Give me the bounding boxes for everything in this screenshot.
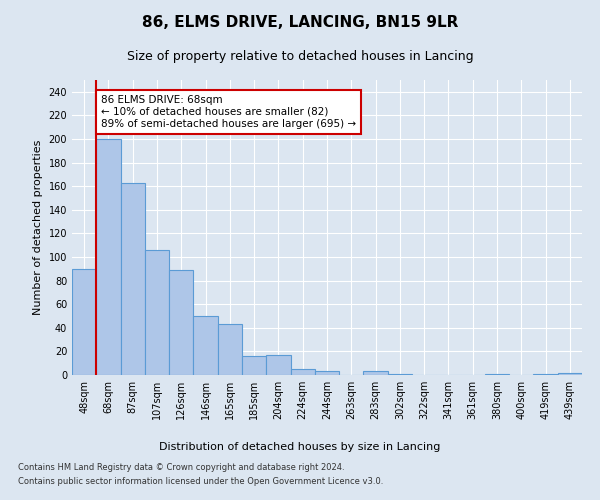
- Text: Size of property relative to detached houses in Lancing: Size of property relative to detached ho…: [127, 50, 473, 63]
- Text: Distribution of detached houses by size in Lancing: Distribution of detached houses by size …: [160, 442, 440, 452]
- Bar: [315, 372, 339, 375]
- Bar: [533, 374, 558, 375]
- Bar: [290, 369, 315, 375]
- Y-axis label: Number of detached properties: Number of detached properties: [33, 140, 43, 315]
- Bar: [218, 324, 242, 375]
- Bar: [242, 356, 266, 375]
- Bar: [121, 182, 145, 375]
- Bar: [193, 316, 218, 375]
- Bar: [169, 270, 193, 375]
- Bar: [266, 355, 290, 375]
- Text: 86 ELMS DRIVE: 68sqm
← 10% of detached houses are smaller (82)
89% of semi-detac: 86 ELMS DRIVE: 68sqm ← 10% of detached h…: [101, 96, 356, 128]
- Bar: [145, 250, 169, 375]
- Bar: [558, 372, 582, 375]
- Bar: [485, 374, 509, 375]
- Text: 86, ELMS DRIVE, LANCING, BN15 9LR: 86, ELMS DRIVE, LANCING, BN15 9LR: [142, 15, 458, 30]
- Text: Contains HM Land Registry data © Crown copyright and database right 2024.: Contains HM Land Registry data © Crown c…: [18, 464, 344, 472]
- Text: Contains public sector information licensed under the Open Government Licence v3: Contains public sector information licen…: [18, 477, 383, 486]
- Bar: [72, 269, 96, 375]
- Bar: [388, 374, 412, 375]
- Bar: [364, 372, 388, 375]
- Bar: [96, 139, 121, 375]
